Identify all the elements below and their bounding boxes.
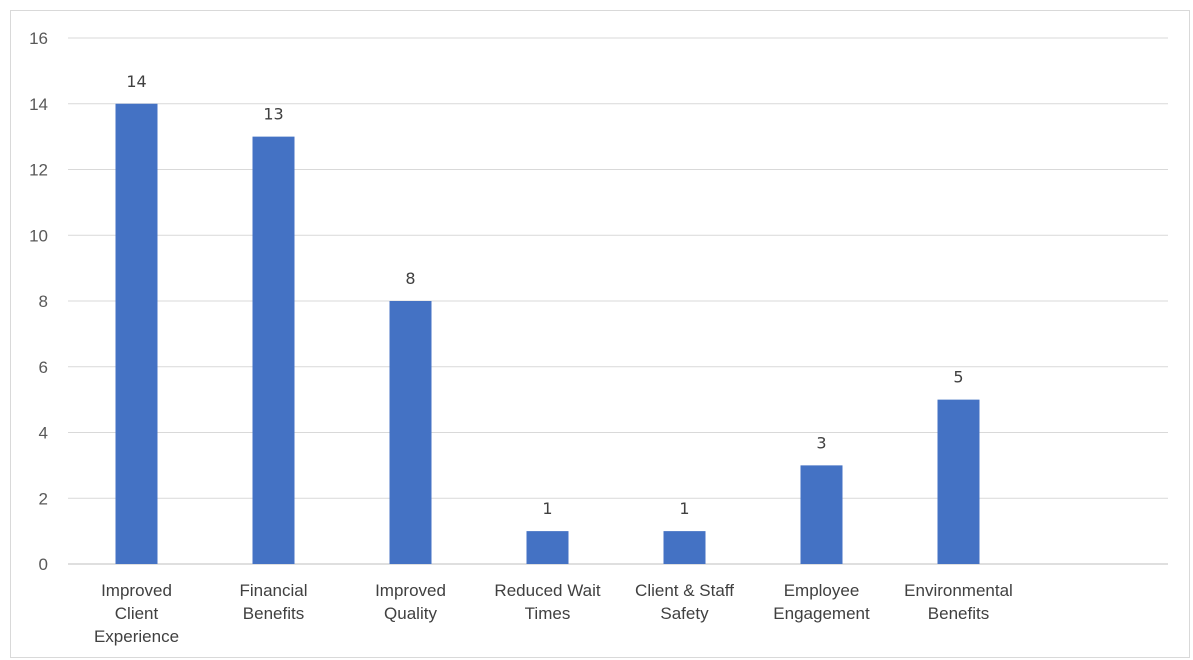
data-label: 14 xyxy=(126,72,146,91)
x-tick-label-line: Experience xyxy=(94,627,179,646)
x-tick-label: Client & Staff Safety xyxy=(635,581,734,623)
gridlines xyxy=(68,37,1168,565)
bar xyxy=(115,103,158,564)
x-tick-label-line: Engagement xyxy=(773,604,870,623)
x-tick-label-line: Benefits xyxy=(928,604,989,623)
bar xyxy=(937,399,980,564)
x-tick-label-line: Environmental xyxy=(904,581,1013,600)
x-tick-label: Employee Engagement xyxy=(773,581,870,623)
bars xyxy=(115,103,980,564)
x-tick-label-line: Safety xyxy=(660,604,709,623)
x-tick-label-line: Quality xyxy=(384,604,437,623)
data-label: 8 xyxy=(405,269,415,288)
y-tick-label: 14 xyxy=(29,95,48,114)
x-tick-label-line: Improved xyxy=(375,581,446,600)
bar xyxy=(800,465,843,564)
bar xyxy=(526,531,569,564)
y-tick-label: 12 xyxy=(29,161,48,180)
bar xyxy=(389,301,432,564)
x-tick-label-line: Benefits xyxy=(243,604,304,623)
x-tick-label-line: Improved xyxy=(101,581,172,600)
x-tick-label-line: Times xyxy=(525,604,571,623)
x-tick-label: Reduced Wait Times xyxy=(494,581,600,623)
y-tick-label: 6 xyxy=(39,358,48,377)
y-tick-label: 4 xyxy=(39,424,48,443)
bar xyxy=(252,136,295,564)
y-tick-label: 8 xyxy=(39,292,48,311)
x-tick-label-line: Client & Staff xyxy=(635,581,734,600)
y-tick-label: 2 xyxy=(39,489,48,508)
data-label: 5 xyxy=(953,368,963,387)
chart-area xyxy=(10,10,1190,658)
x-tick-label: Financial Benefits xyxy=(239,581,307,623)
x-tick-label: Improved Client Experience xyxy=(94,581,179,646)
data-label: 3 xyxy=(816,433,826,452)
y-axis: 0 2 4 6 8 10 12 14 16 xyxy=(29,29,48,574)
x-tick-label-line: Employee xyxy=(784,581,860,600)
bar xyxy=(663,531,706,564)
x-tick-label-line: Reduced Wait xyxy=(494,581,600,600)
data-label: 13 xyxy=(263,105,283,124)
data-label: 1 xyxy=(679,499,689,518)
x-tick-label: Improved Quality xyxy=(375,581,446,623)
x-tick-label-line: Client xyxy=(115,604,159,623)
x-axis: Improved Client Experience Financial Benefit… xyxy=(94,581,1013,646)
x-tick-label-line: Financial xyxy=(239,581,307,600)
y-tick-label: 10 xyxy=(29,226,48,245)
y-tick-label: 16 xyxy=(29,29,48,48)
y-tick-label: 0 xyxy=(39,555,48,574)
data-label: 1 xyxy=(542,499,552,518)
x-tick-label: Environmental Benefits xyxy=(904,581,1013,623)
